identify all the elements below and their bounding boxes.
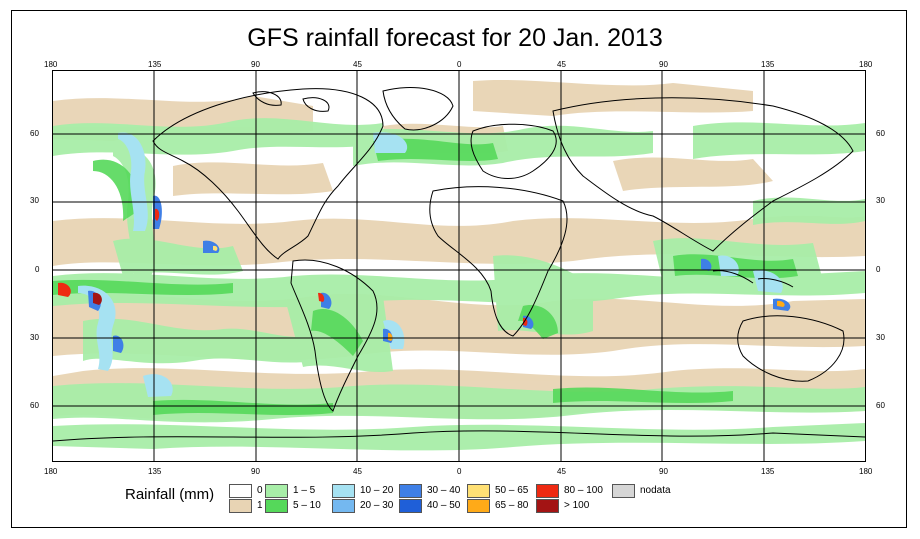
lon-tick-label: 90	[659, 467, 668, 476]
lat-tick-label: 0	[35, 265, 40, 274]
legend-swatch	[399, 499, 422, 513]
rainfall-map	[52, 70, 866, 462]
lon-tick-label: 0	[457, 60, 462, 69]
legend-label: 1 – 5	[293, 485, 316, 496]
legend-swatch	[536, 484, 559, 498]
lon-tick-label: 90	[251, 60, 260, 69]
legend-swatch	[467, 484, 490, 498]
legend-swatch	[265, 499, 288, 513]
lat-tick-label: 30	[876, 333, 885, 342]
map-canvas	[53, 71, 865, 461]
graticule-lon	[153, 71, 765, 461]
legend-label: 10 – 20	[360, 485, 394, 496]
coastlines	[53, 86, 865, 442]
lat-tick-label: 0	[876, 265, 881, 274]
lon-tick-label: 0	[457, 467, 462, 476]
legend-swatch	[332, 499, 355, 513]
map-title: GFS rainfall forecast for 20 Jan. 2013	[247, 24, 663, 52]
lon-tick-label: 180	[859, 60, 873, 69]
lon-tick-label: 180	[859, 467, 873, 476]
rain-band-heavy	[58, 208, 785, 341]
lon-tick-label: 135	[148, 467, 162, 476]
lon-tick-label: 45	[353, 60, 362, 69]
lat-tick-label: 30	[30, 333, 39, 342]
lon-tick-label: 135	[761, 60, 775, 69]
lon-tick-label: 180	[44, 60, 58, 69]
legend-swatch	[332, 484, 355, 498]
lon-tick-label: 90	[659, 60, 668, 69]
legend-label: nodata	[640, 485, 671, 496]
legend-swatch	[612, 484, 635, 498]
lat-tick-label: 60	[876, 401, 885, 410]
lon-tick-label: 135	[761, 467, 775, 476]
legend-swatch	[229, 499, 252, 513]
legend-label: 20 – 30	[360, 500, 394, 511]
legend-swatch	[399, 484, 422, 498]
legend-swatch	[229, 484, 252, 498]
legend-label: 50 – 65	[495, 485, 529, 496]
lon-tick-label: 45	[557, 467, 566, 476]
legend-label: > 100	[564, 500, 590, 511]
lon-tick-label: 90	[251, 467, 260, 476]
legend-label: 40 – 50	[427, 500, 461, 511]
lat-tick-label: 60	[30, 129, 39, 138]
legend-label: 65 – 80	[495, 500, 529, 511]
rain-band-10-20mm	[78, 132, 783, 397]
lon-tick-label: 45	[353, 467, 362, 476]
lat-tick-label: 30	[876, 196, 885, 205]
legend-swatch	[265, 484, 288, 498]
legend-label: 5 – 10	[293, 500, 321, 511]
figure-frame	[11, 10, 907, 528]
legend-label: 80 – 100	[564, 485, 603, 496]
legend-swatch	[467, 499, 490, 513]
legend-swatch	[536, 499, 559, 513]
lon-tick-label: 135	[148, 60, 162, 69]
legend-label: 1	[257, 500, 263, 511]
legend-label: 0	[257, 485, 263, 496]
lat-tick-label: 60	[876, 129, 885, 138]
lon-tick-label: 180	[44, 467, 58, 476]
legend-label: 30 – 40	[427, 485, 461, 496]
legend-title: Rainfall (mm)	[125, 486, 215, 503]
lat-tick-label: 30	[30, 196, 39, 205]
lat-tick-label: 60	[30, 401, 39, 410]
lon-tick-label: 45	[557, 60, 566, 69]
